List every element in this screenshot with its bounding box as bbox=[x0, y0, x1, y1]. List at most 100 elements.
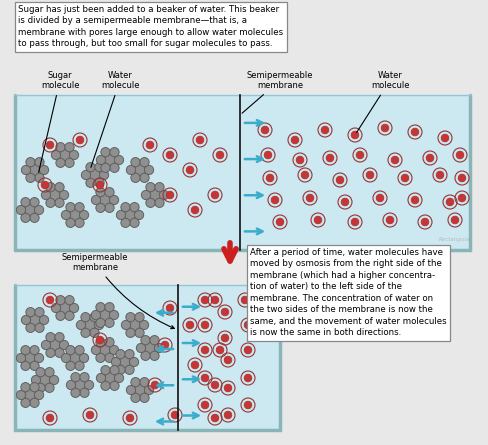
Circle shape bbox=[126, 328, 135, 337]
Circle shape bbox=[80, 210, 89, 220]
Circle shape bbox=[134, 164, 146, 176]
Circle shape bbox=[46, 182, 55, 192]
Text: Semipermeable
membrane: Semipermeable membrane bbox=[62, 253, 174, 329]
Circle shape bbox=[146, 198, 155, 207]
Circle shape bbox=[41, 190, 51, 200]
Circle shape bbox=[69, 150, 79, 160]
Circle shape bbox=[146, 141, 154, 149]
Circle shape bbox=[66, 202, 75, 212]
Circle shape bbox=[126, 312, 135, 322]
Circle shape bbox=[101, 163, 110, 172]
Circle shape bbox=[96, 373, 105, 383]
Circle shape bbox=[71, 372, 80, 382]
Circle shape bbox=[96, 353, 105, 362]
Circle shape bbox=[35, 307, 44, 317]
Circle shape bbox=[75, 361, 84, 370]
Circle shape bbox=[21, 213, 30, 222]
Circle shape bbox=[186, 321, 194, 329]
Circle shape bbox=[24, 352, 36, 364]
Circle shape bbox=[75, 218, 84, 227]
Circle shape bbox=[91, 310, 101, 320]
Circle shape bbox=[30, 198, 39, 207]
Circle shape bbox=[241, 296, 249, 304]
Circle shape bbox=[35, 323, 44, 332]
Circle shape bbox=[39, 374, 51, 386]
Circle shape bbox=[326, 154, 334, 162]
Circle shape bbox=[80, 372, 89, 382]
Circle shape bbox=[221, 334, 229, 342]
Circle shape bbox=[45, 368, 54, 377]
Circle shape bbox=[155, 198, 164, 207]
Circle shape bbox=[191, 206, 199, 214]
Circle shape bbox=[46, 296, 54, 304]
Circle shape bbox=[66, 380, 76, 390]
Circle shape bbox=[306, 194, 314, 202]
Circle shape bbox=[114, 373, 123, 383]
Circle shape bbox=[436, 171, 444, 179]
Circle shape bbox=[291, 136, 299, 144]
Circle shape bbox=[86, 162, 95, 172]
Circle shape bbox=[86, 178, 95, 187]
Text: Sugar has just been added to a beaker of water. This beaker
is divided by a semi: Sugar has just been added to a beaker of… bbox=[18, 5, 283, 49]
Circle shape bbox=[91, 345, 101, 355]
Circle shape bbox=[69, 352, 81, 364]
Circle shape bbox=[55, 348, 64, 357]
Circle shape bbox=[201, 346, 209, 354]
Circle shape bbox=[30, 213, 39, 222]
Circle shape bbox=[451, 216, 459, 224]
Text: Water
molecule: Water molecule bbox=[91, 71, 139, 167]
Circle shape bbox=[21, 383, 30, 392]
Circle shape bbox=[65, 142, 74, 152]
Circle shape bbox=[126, 385, 136, 395]
Circle shape bbox=[411, 196, 419, 204]
Circle shape bbox=[119, 356, 131, 368]
Circle shape bbox=[122, 320, 131, 330]
Circle shape bbox=[216, 151, 224, 159]
Circle shape bbox=[30, 361, 39, 370]
Circle shape bbox=[75, 346, 84, 355]
Circle shape bbox=[96, 203, 105, 212]
Circle shape bbox=[76, 320, 85, 330]
Circle shape bbox=[381, 124, 389, 132]
Circle shape bbox=[114, 155, 123, 165]
Circle shape bbox=[244, 374, 252, 382]
Circle shape bbox=[150, 351, 159, 360]
Circle shape bbox=[441, 134, 449, 142]
Circle shape bbox=[56, 311, 65, 320]
Circle shape bbox=[60, 190, 69, 200]
Circle shape bbox=[144, 166, 154, 174]
Circle shape bbox=[61, 210, 71, 220]
Circle shape bbox=[56, 158, 65, 167]
Circle shape bbox=[146, 182, 155, 192]
Circle shape bbox=[65, 158, 74, 167]
Circle shape bbox=[105, 188, 114, 197]
Circle shape bbox=[56, 295, 65, 305]
Circle shape bbox=[140, 320, 149, 330]
Circle shape bbox=[45, 383, 54, 392]
Circle shape bbox=[46, 414, 54, 422]
Circle shape bbox=[116, 210, 125, 220]
Circle shape bbox=[105, 303, 114, 312]
Circle shape bbox=[30, 346, 39, 355]
Circle shape bbox=[141, 351, 150, 360]
Circle shape bbox=[24, 389, 36, 400]
Circle shape bbox=[110, 148, 119, 157]
Circle shape bbox=[314, 216, 322, 224]
Circle shape bbox=[81, 312, 90, 322]
Circle shape bbox=[90, 312, 99, 322]
Circle shape bbox=[95, 162, 104, 172]
Circle shape bbox=[46, 141, 54, 149]
Circle shape bbox=[224, 356, 232, 364]
Circle shape bbox=[224, 411, 232, 419]
Circle shape bbox=[35, 173, 44, 182]
Circle shape bbox=[150, 336, 159, 345]
Circle shape bbox=[109, 195, 119, 205]
Circle shape bbox=[140, 173, 149, 182]
Circle shape bbox=[17, 353, 25, 363]
Circle shape bbox=[81, 328, 90, 337]
Circle shape bbox=[264, 151, 272, 159]
Circle shape bbox=[391, 156, 399, 164]
Circle shape bbox=[21, 198, 30, 207]
Circle shape bbox=[49, 376, 59, 384]
Text: Semipermeable
membrane: Semipermeable membrane bbox=[242, 71, 313, 113]
